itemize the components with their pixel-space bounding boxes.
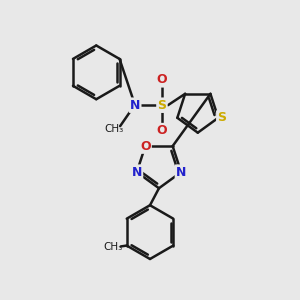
Text: O: O <box>157 124 167 137</box>
Text: S: S <box>217 111 226 124</box>
Text: O: O <box>157 73 167 86</box>
Text: O: O <box>140 140 151 153</box>
Text: N: N <box>130 99 140 112</box>
Text: CH₃: CH₃ <box>104 242 123 252</box>
Text: N: N <box>132 166 142 178</box>
Text: CH₃: CH₃ <box>104 124 124 134</box>
Text: N: N <box>176 166 186 178</box>
Text: S: S <box>158 99 166 112</box>
